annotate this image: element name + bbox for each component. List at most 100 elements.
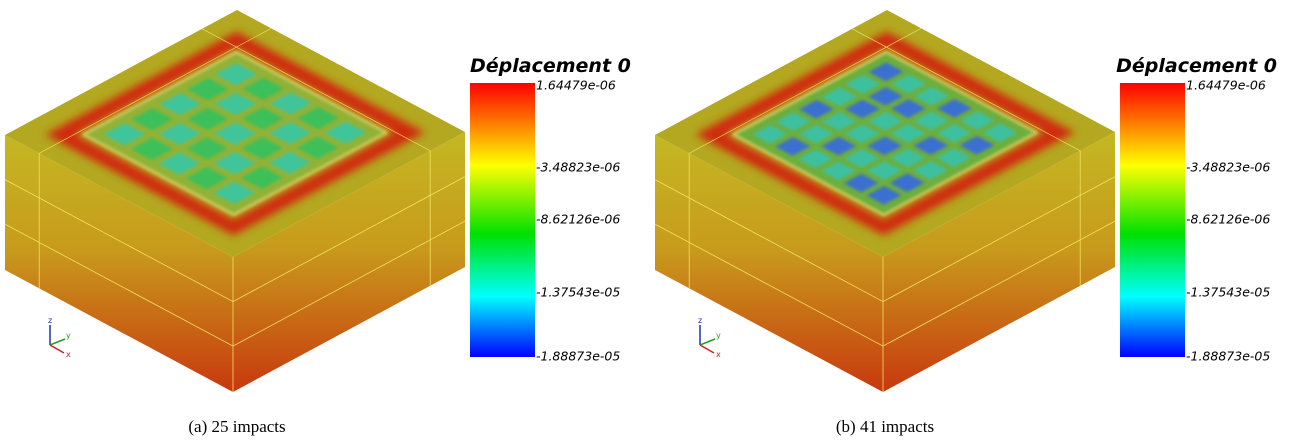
- impact-cell: [158, 122, 201, 146]
- impact-cell: [752, 124, 788, 144]
- colorbar-label: -1.88873e-05: [1186, 349, 1270, 364]
- impact-cell: [866, 185, 902, 205]
- impact-cell: [844, 149, 880, 168]
- impact-cell: [890, 148, 926, 168]
- impact-cell: [798, 99, 834, 119]
- rim: [45, 31, 425, 236]
- impact-cell: [103, 123, 146, 146]
- colorbar: [470, 83, 535, 357]
- plateau: [731, 51, 1039, 216]
- right-face: [233, 132, 465, 392]
- block: [4, 10, 466, 392]
- caption: (a) 25 impacts: [188, 417, 285, 436]
- axis-label: y: [716, 331, 721, 340]
- impact-cell: [821, 136, 857, 156]
- right-face: [883, 132, 1115, 392]
- impact-cell: [242, 77, 285, 101]
- impact-cell: [844, 124, 880, 143]
- impact-cell: [158, 152, 201, 175]
- impact-cell: [936, 99, 972, 118]
- impact-cell: [324, 121, 367, 144]
- axis-x: [49, 344, 65, 354]
- impact-cell: [959, 135, 995, 155]
- mesh-line: [202, 28, 431, 152]
- colorbar-label: -8.62126e-06: [536, 212, 620, 227]
- axis-y: [49, 338, 66, 346]
- impact-cell: [936, 123, 972, 143]
- left-face: [655, 135, 883, 392]
- impact-cell: [866, 161, 902, 180]
- axis-label: x: [716, 350, 721, 359]
- impact-cell: [240, 166, 283, 189]
- axis-y: [699, 338, 716, 346]
- impact-cell: [867, 111, 903, 131]
- impact-cell: [868, 87, 904, 106]
- impact-cell: [891, 74, 927, 94]
- impact-cell: [775, 112, 811, 132]
- impact-cell: [868, 62, 904, 82]
- impact-cell: [959, 111, 995, 130]
- colorbar-label: 1.64479e-06: [536, 78, 616, 93]
- impact-cell: [890, 99, 926, 118]
- impact-cell: [213, 181, 255, 204]
- mesh-line: [689, 28, 922, 154]
- impact-cell: [844, 99, 880, 119]
- impact-cell: [867, 136, 903, 156]
- colorbar: [1120, 83, 1185, 357]
- impact-cell: [913, 136, 949, 155]
- impact-cell: [131, 108, 174, 131]
- impact-cell: [159, 93, 202, 116]
- impact-cell: [798, 124, 834, 144]
- impact-cell: [213, 151, 256, 175]
- impact-cell: [820, 161, 856, 181]
- impact-cell: [185, 166, 228, 190]
- impact-cell: [845, 74, 881, 94]
- impact-cell: [186, 137, 229, 160]
- colorbar-label: -8.62126e-06: [1186, 212, 1270, 227]
- colorbar-label: -3.48823e-06: [536, 160, 620, 175]
- axis-label: z: [48, 316, 52, 325]
- colorbar-title: Déplacement 0: [470, 55, 631, 77]
- colorbar-label: -1.88873e-05: [536, 349, 620, 364]
- impact-cell: [215, 63, 257, 86]
- colorbar-label: -1.37543e-05: [1186, 285, 1270, 300]
- mesh-line: [39, 28, 272, 154]
- impact-cell: [214, 92, 257, 116]
- impact-cell: [889, 173, 925, 193]
- colorbar-label: -1.37543e-05: [536, 285, 620, 300]
- impact-cell: [982, 123, 1018, 143]
- colorbar-title: Déplacement 0: [1116, 55, 1277, 77]
- axis-label: x: [66, 350, 71, 359]
- rim: [695, 31, 1075, 236]
- impact-cell: [913, 111, 949, 131]
- impact-cell: [821, 112, 857, 131]
- impact-cell: [296, 136, 339, 159]
- impact-cell: [214, 122, 256, 145]
- colorbar-label: 1.64479e-06: [1186, 78, 1266, 93]
- impact-cell: [822, 87, 858, 107]
- axis-label: z: [698, 316, 702, 325]
- block: [654, 10, 1116, 392]
- impact-cell: [297, 106, 339, 130]
- impact-cell: [241, 136, 284, 160]
- impact-cell: [269, 121, 312, 145]
- impact-cell: [187, 78, 230, 101]
- impact-cell: [798, 149, 834, 168]
- mesh-line: [852, 28, 1081, 152]
- colorbar-label: -3.48823e-06: [1186, 160, 1270, 175]
- impact-cell: [268, 151, 311, 174]
- impact-cell: [269, 92, 312, 115]
- impact-cell: [843, 173, 879, 193]
- axis-x: [699, 344, 715, 354]
- impact-cell: [775, 137, 811, 156]
- impact-cell: [241, 107, 284, 130]
- axis-label: y: [66, 331, 71, 340]
- impact-cell: [914, 86, 950, 106]
- impact-cell: [186, 107, 229, 131]
- impact-cell: [131, 137, 173, 161]
- impact-cell: [890, 124, 926, 143]
- left-face: [5, 135, 233, 392]
- caption: (b) 41 impacts: [836, 417, 934, 436]
